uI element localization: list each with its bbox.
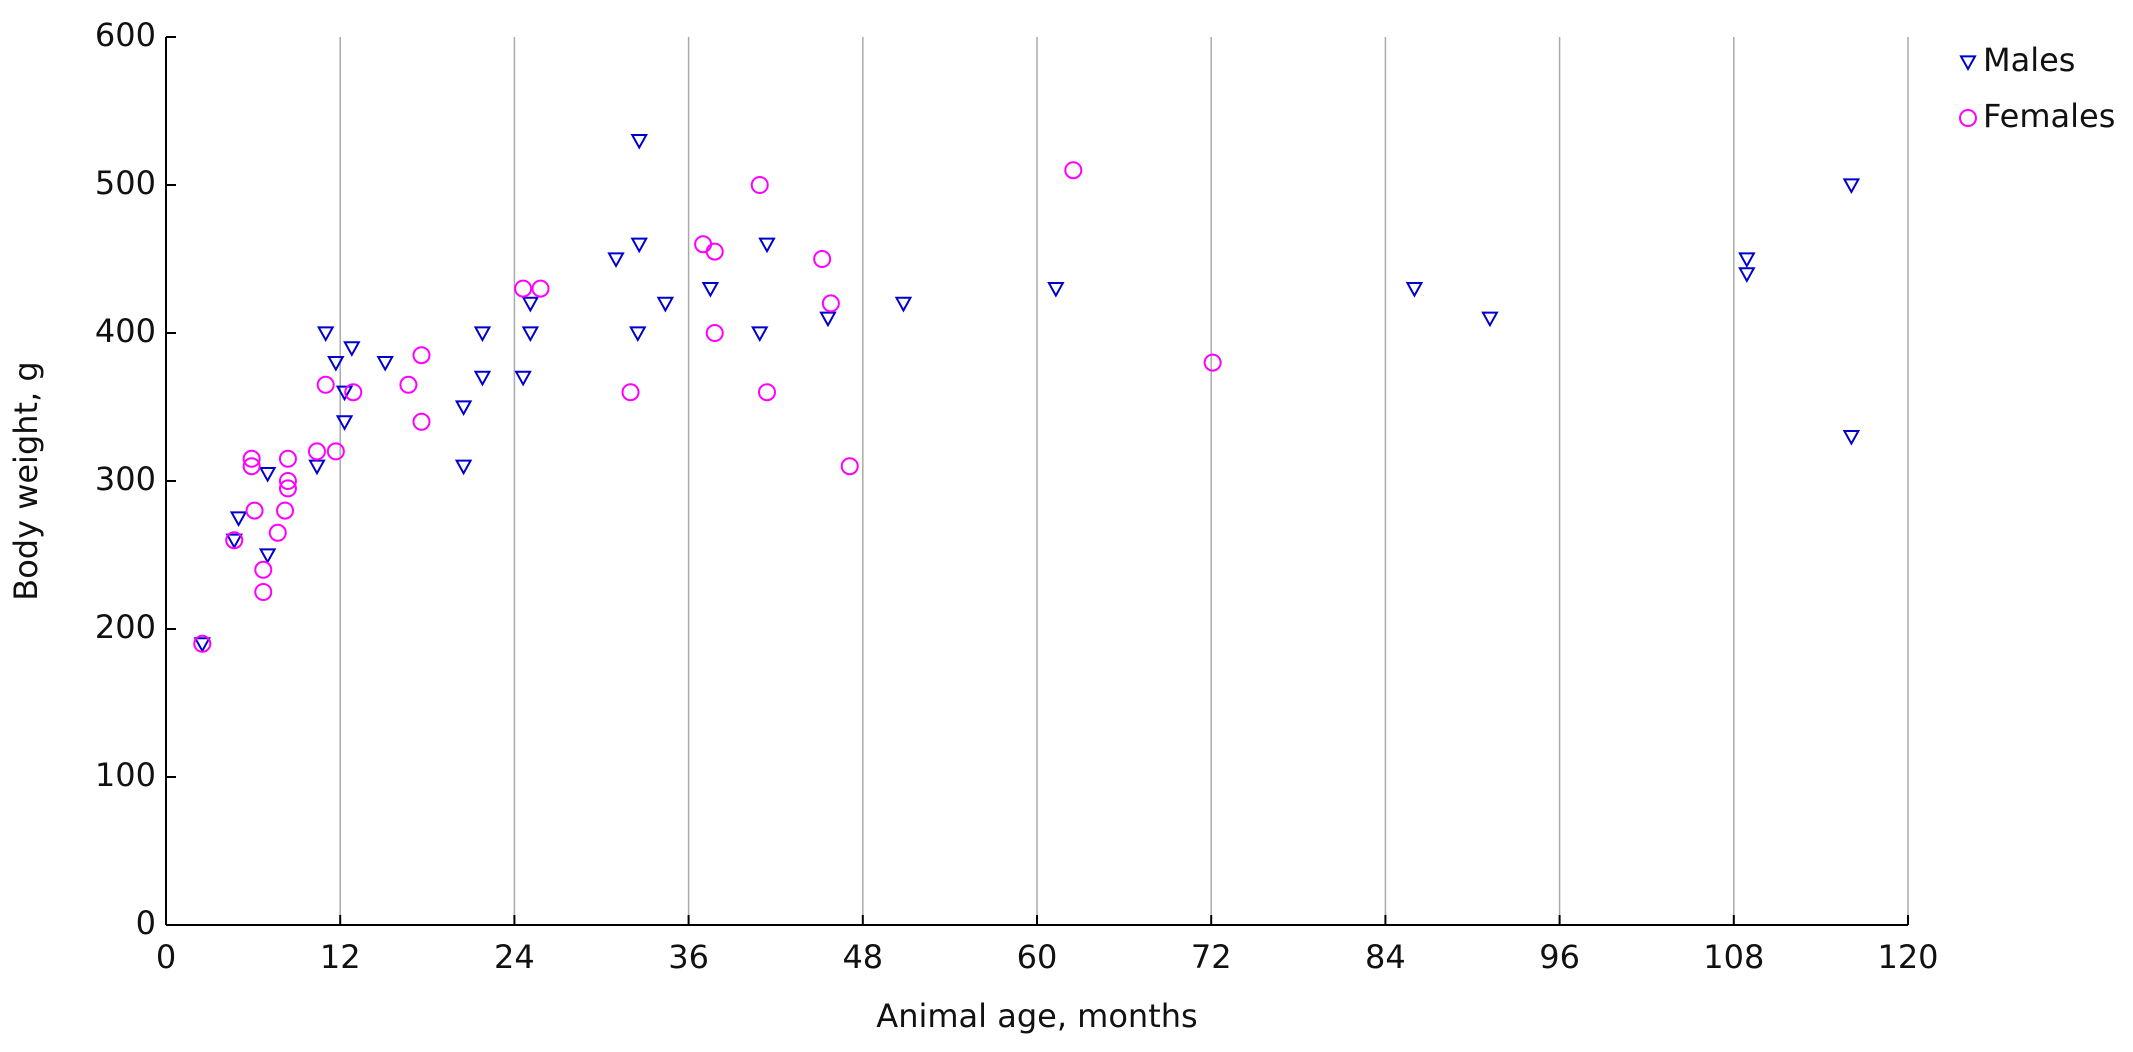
point: [307, 442, 326, 461]
point: [1047, 282, 1065, 298]
point: [629, 326, 647, 343]
point: [694, 235, 713, 254]
y-tick-label: 400: [95, 312, 156, 350]
x-tick-label: 72: [1191, 938, 1232, 976]
point: [630, 134, 648, 150]
point: [630, 237, 648, 254]
point: [521, 326, 540, 343]
point: [514, 279, 533, 298]
point: [656, 296, 675, 313]
point: [326, 442, 345, 461]
point: [521, 296, 540, 313]
point: [316, 326, 335, 343]
point: [399, 375, 418, 394]
point: [242, 457, 261, 476]
point: [193, 634, 212, 653]
point: [514, 370, 532, 387]
point: [758, 237, 776, 254]
point: [473, 370, 492, 387]
point: [412, 412, 431, 431]
legend-marker: [1959, 109, 1977, 127]
point: [308, 459, 326, 476]
y-tick-label: 200: [95, 608, 156, 646]
point: [335, 385, 354, 402]
point: [821, 294, 840, 313]
y-tick-label: 0: [136, 904, 156, 942]
point: [1842, 430, 1861, 446]
legend-label: Females: [1983, 97, 2115, 135]
y-axis-label: Body weight, g: [7, 361, 45, 601]
point: [454, 400, 473, 417]
point: [278, 479, 297, 498]
x-tick-label: 96: [1539, 938, 1580, 976]
point: [225, 531, 244, 550]
point: [327, 356, 345, 372]
x-tick-label: 12: [320, 938, 361, 976]
x-tick-label: 36: [668, 938, 709, 976]
point: [701, 282, 720, 298]
y-tick-label: 600: [95, 16, 156, 54]
point: [531, 279, 550, 298]
point: [193, 637, 211, 653]
point: [813, 250, 832, 268]
point: [1738, 252, 1756, 269]
point: [473, 326, 492, 343]
point: [245, 501, 264, 520]
point: [229, 511, 248, 528]
x-tick-label: 120: [1877, 938, 1938, 976]
point: [254, 560, 273, 579]
point: [268, 523, 287, 542]
point: [1064, 161, 1083, 180]
y-tick-label: 300: [95, 460, 156, 498]
legend-label: Males: [1983, 41, 2075, 79]
point: [344, 383, 363, 402]
point: [894, 296, 913, 313]
point: [1481, 311, 1499, 328]
x-tick-label: 108: [1703, 938, 1764, 976]
point: [258, 467, 277, 483]
point: [376, 356, 394, 372]
y-tick-label: 500: [95, 164, 156, 202]
point: [751, 326, 769, 343]
point: [412, 346, 431, 365]
point: [705, 324, 724, 342]
point: [225, 533, 243, 550]
legend-marker: [1959, 55, 1977, 72]
point: [258, 548, 277, 565]
point: [1405, 282, 1424, 298]
point: [840, 457, 859, 476]
point: [454, 459, 473, 476]
point: [750, 176, 769, 194]
x-tick-label: 48: [842, 938, 883, 976]
point: [343, 341, 361, 357]
point: [276, 501, 295, 520]
point: [1203, 353, 1222, 372]
point: [254, 583, 273, 601]
x-tick-label: 60: [1017, 938, 1058, 976]
point: [278, 472, 297, 490]
y-tick-label: 100: [95, 756, 156, 794]
point: [621, 383, 640, 402]
point: [316, 375, 335, 394]
x-tick-label: 84: [1365, 938, 1406, 976]
point: [1842, 178, 1861, 195]
point: [757, 383, 776, 402]
point: [607, 252, 625, 269]
point: [819, 311, 837, 328]
x-tick-label: 0: [156, 938, 176, 976]
point: [1738, 267, 1756, 283]
x-axis-label: Animal age, months: [876, 997, 1197, 1035]
point: [242, 449, 261, 468]
point: [278, 449, 297, 468]
point: [705, 242, 724, 261]
x-tick-label: 24: [494, 938, 535, 976]
point: [335, 415, 354, 431]
